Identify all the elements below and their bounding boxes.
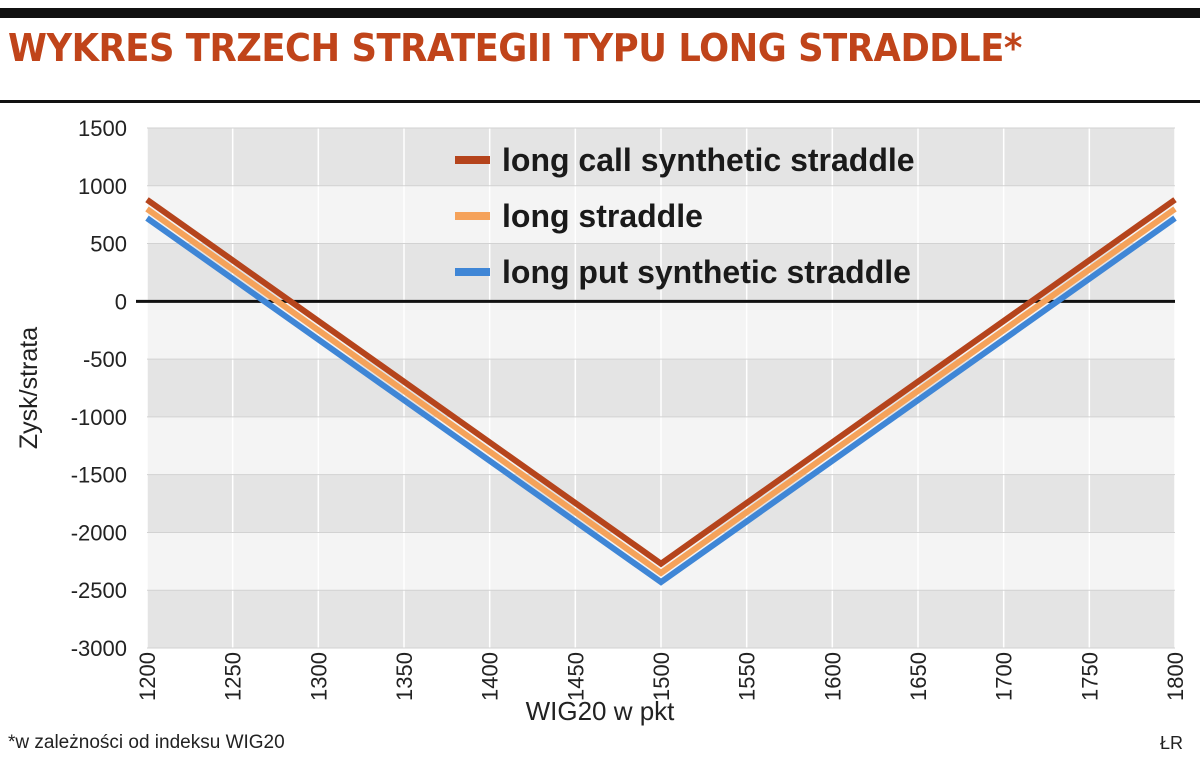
y-tick-label: 0 [115, 289, 127, 314]
line-chart: 1500 1000 500 0 -500 -1000 -1500 -2000 -2500 -300… [15, 116, 1188, 726]
legend: long call synthetic straddle long straddl… [455, 142, 915, 290]
y-tick-label: -500 [83, 347, 127, 372]
y-tick-label: -1500 [71, 463, 127, 488]
x-axis-ticks: 1200 1250 1300 1350 1400 1450 1500 1550 1600 1650… [135, 652, 1188, 701]
x-tick-label: 1800 [1163, 652, 1188, 701]
x-axis-label: WIG20 w pkt [526, 696, 676, 726]
legend-label: long straddle [502, 198, 703, 234]
y-tick-label: 1500 [78, 116, 127, 141]
y-axis-ticks: 1500 1000 500 0 -500 -1000 -1500 -2000 -2500 -300… [71, 116, 127, 661]
x-tick-label: 1550 [735, 652, 760, 701]
x-tick-label: 1250 [221, 652, 246, 701]
title-rule [0, 100, 1200, 103]
y-tick-label: -2500 [71, 578, 127, 603]
y-tick-label: 500 [90, 232, 127, 257]
x-tick-label: 1300 [306, 652, 331, 701]
legend-label: long put synthetic straddle [502, 254, 911, 290]
series-lines [145, 197, 1177, 586]
author-credit: ŁR [1160, 733, 1184, 753]
y-tick-label: 1000 [78, 174, 127, 199]
x-tick-label: 1600 [820, 652, 845, 701]
footnote: *w zależności od indeksu WIG20 [8, 732, 285, 753]
x-tick-label: 1700 [992, 652, 1017, 701]
y-tick-label: -2000 [71, 520, 127, 545]
grid-lines [146, 127, 1176, 649]
x-tick-label: 1400 [478, 652, 503, 701]
x-tick-label: 1500 [649, 652, 674, 701]
y-tick-label: -3000 [71, 636, 127, 661]
y-tick-label: -1000 [71, 405, 127, 430]
x-tick-label: 1350 [392, 652, 417, 701]
x-tick-label: 1750 [1077, 652, 1102, 701]
chart-title: WYKRES TRZECH STRATEGII TYPU LONG STRADD… [8, 26, 1022, 70]
series-line [145, 206, 1177, 577]
y-axis-label: Zysk/strata [15, 327, 43, 449]
top-rule [0, 8, 1200, 18]
x-tick-label: 1450 [563, 652, 588, 701]
series-line [145, 215, 1177, 586]
series-line [145, 197, 1177, 568]
x-tick-label: 1650 [906, 652, 931, 701]
legend-label: long call synthetic straddle [502, 142, 915, 178]
x-tick-label: 1200 [135, 652, 160, 701]
